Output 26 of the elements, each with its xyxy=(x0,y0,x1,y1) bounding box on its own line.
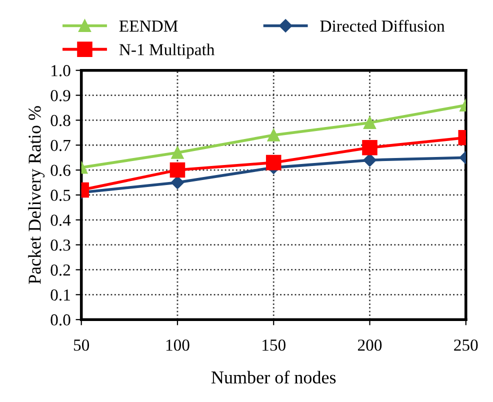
x-tick-label: 100 xyxy=(166,340,190,351)
y-tick-label: 0.0 xyxy=(50,314,70,326)
point xyxy=(266,154,282,170)
y-tick-label: 0.2 xyxy=(50,264,70,276)
y-tick-label: 0.5 xyxy=(50,190,70,201)
y-tick-label: 1.0 xyxy=(52,65,70,76)
point xyxy=(267,128,280,142)
y-tick-label: 0.1 xyxy=(50,289,70,301)
y-tick-label: 0.3 xyxy=(50,240,70,251)
y-tick-label: 0.6 xyxy=(50,164,70,176)
point xyxy=(170,162,186,178)
point xyxy=(170,176,184,190)
y-axis-title: Packet Delivery Ratio % xyxy=(28,106,45,284)
point xyxy=(171,146,184,159)
y-tick-label: 0.7 xyxy=(50,140,70,152)
y-tick-label: 0.9 xyxy=(50,90,70,102)
x-tick-label: 200 xyxy=(358,340,382,351)
x-tick-label: 250 xyxy=(454,340,478,351)
y-tick-label: 0.8 xyxy=(50,114,70,126)
x-axis-title: Number of nodes xyxy=(211,370,336,384)
x-tick-label: 50 xyxy=(74,340,90,351)
legend-label: Directed Diffusion xyxy=(320,20,445,32)
x-tick-label: 150 xyxy=(262,340,286,351)
y-tick-label: 0.4 xyxy=(50,214,71,226)
legend-label: N-1 Multipath xyxy=(119,44,215,59)
legend-label: EENDM xyxy=(119,20,178,32)
